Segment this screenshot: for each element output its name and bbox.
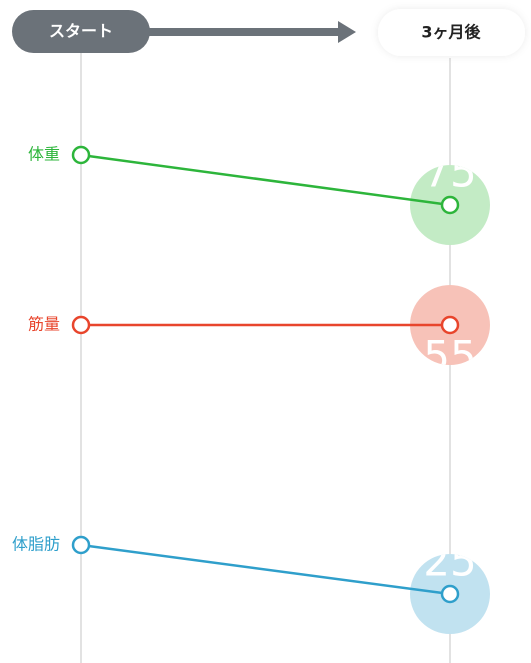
arrow-head <box>338 21 356 43</box>
end-dot <box>440 195 460 215</box>
row-label: 筋量 <box>28 315 60 334</box>
start-dot <box>71 145 91 165</box>
value-text: 55 <box>423 332 476 381</box>
row-label: 体重 <box>28 145 60 164</box>
end-dot <box>440 584 460 604</box>
value-text: 25 <box>423 537 476 586</box>
end-label: 3ヶ月後 <box>421 23 481 42</box>
start-dot <box>71 535 91 555</box>
rows: 75 体重 55 筋量 25 体脂肪 <box>12 145 490 634</box>
change-line <box>80 543 451 596</box>
start-dot <box>71 315 91 335</box>
row-label: 体脂肪 <box>12 535 60 554</box>
start-pill <box>12 10 150 53</box>
change-line <box>80 153 451 207</box>
value-text: 75 <box>423 148 476 197</box>
end-dot <box>440 315 460 335</box>
start-label: スタート <box>49 22 113 41</box>
end-pill <box>378 9 525 56</box>
